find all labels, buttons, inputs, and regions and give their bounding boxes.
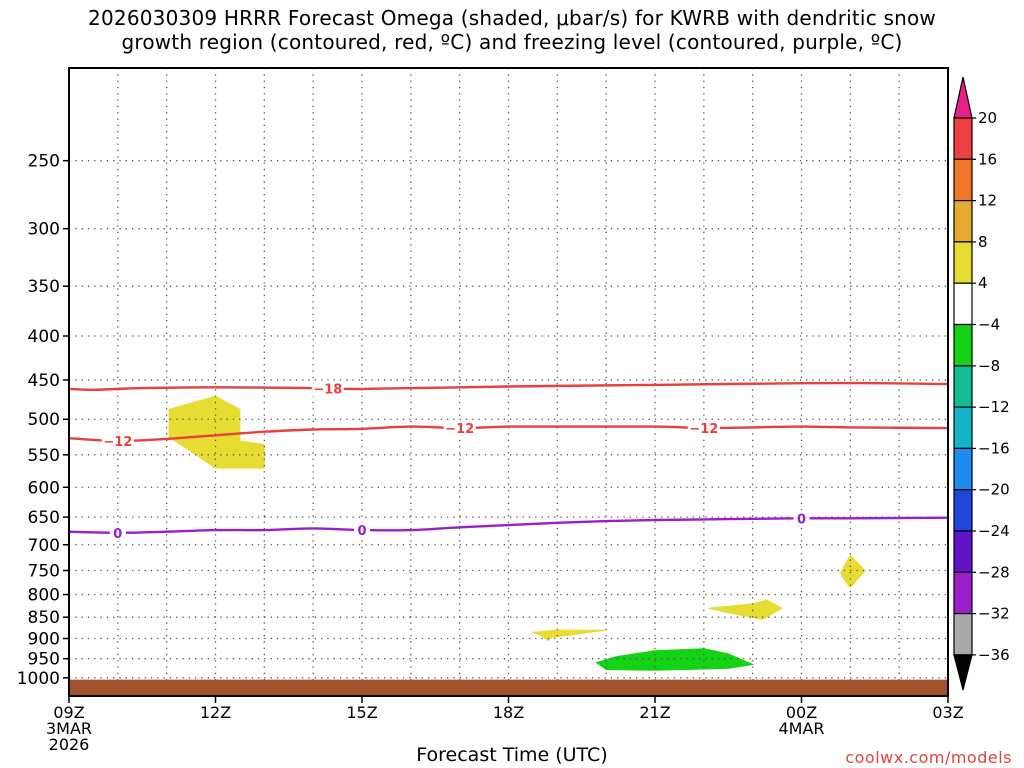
contour-label-bg: [443, 420, 476, 437]
chart-title-line-2: growth region (contoured, red, ºC) and f…: [121, 30, 903, 54]
colorbar-label-9: −20: [978, 481, 1010, 499]
contour-label-bg: [101, 432, 134, 449]
chart-title: 2026030309 HRRR Forecast Omega (shaded, …: [0, 6, 1024, 54]
x-tick-label-0: 09Z 3MAR 2026: [46, 703, 92, 754]
y-tick-label-700: 700: [28, 536, 60, 556]
colorbar-segment-2: [953, 200, 973, 243]
colorbar-label-1: 16: [978, 150, 997, 168]
colorbar-label-4: 4: [978, 274, 988, 292]
y-tick-label-950: 950: [28, 650, 60, 670]
colorbar-segment-5: [953, 323, 973, 367]
colorbar-label-10: −24: [978, 522, 1010, 540]
y-tick-label-750: 750: [28, 561, 60, 581]
ground-surface: [69, 679, 948, 696]
y-tick-label-800: 800: [28, 586, 60, 606]
colorbar-segment-8: [953, 447, 973, 491]
x-axis-title: Forecast Time (UTC): [416, 744, 608, 766]
x-tick-label-1: 12Z: [200, 703, 231, 722]
contour-label--18-0: −18: [313, 382, 342, 397]
contour-label-0-1: 0: [357, 524, 366, 539]
y-tick-label-900: 900: [28, 629, 60, 649]
contour-label-bg: [109, 524, 126, 541]
y-tick-label-1000: 1000: [17, 669, 60, 689]
y-tick-label-650: 650: [28, 508, 60, 528]
contour-label-bg: [687, 420, 720, 437]
colorbar-label-7: −12: [978, 398, 1010, 416]
y-tick-label-300: 300: [28, 220, 60, 240]
contour-layer: −18 −12 −12 −12 0 0 0: [68, 380, 949, 542]
colorbar-label-8: −16: [978, 439, 1010, 457]
y-axis: 2503003504004505005506006507007508008509…: [17, 152, 69, 689]
contour-label-bg: [793, 510, 810, 527]
colorbar-label-2: 12: [978, 192, 997, 210]
x-axis: 09Z 3MAR 2026 12Z 15Z 18Z 21Z 00Z 4MAR 03Z: [46, 696, 964, 754]
colorbar-segment-0: [953, 117, 973, 160]
omega-region-2: [708, 599, 784, 620]
colorbar-label-11: −28: [978, 563, 1010, 581]
x-tick-label-4: 21Z: [639, 703, 670, 722]
contour-label-0-0: 0: [113, 527, 122, 542]
contour-label-0-2: 0: [797, 512, 806, 527]
colorbar-segment-12: [953, 612, 973, 656]
x-tick-label-5: 00Z 4MAR: [778, 703, 824, 738]
colorbar-label-6: −8: [978, 357, 1000, 375]
chart-title-line-1: 2026030309 HRRR Forecast Omega (shaded, …: [88, 6, 936, 30]
colorbar: 20 16 12 8 4 −4 −8 −12 −16 −20 −24 −28 −32 −36: [953, 76, 1010, 691]
contour-label-bg: [354, 522, 370, 539]
contour-label--12-1: −12: [445, 422, 474, 437]
contour-label-bg: [311, 380, 344, 397]
contour-line--18-0: [68, 381, 949, 392]
x-tick-label-6: 03Z: [932, 703, 963, 722]
y-tick-label-600: 600: [28, 478, 60, 498]
y-tick-label-400: 400: [28, 327, 60, 347]
omega-region-3: [840, 554, 866, 589]
omega-region-1: [532, 629, 607, 642]
omega-shading-layer: [168, 395, 866, 671]
colorbar-segment-6: [953, 365, 973, 408]
contour-line-0-2: [68, 516, 949, 535]
colorbar-bottom-triangle: [953, 654, 973, 691]
colorbar-segment-1: [953, 158, 973, 202]
colorbar-segment-4: [953, 282, 973, 326]
colorbar-segment-9: [953, 489, 973, 532]
y-tick-label-250: 250: [28, 152, 60, 172]
colorbar-label-0: 20: [978, 109, 997, 127]
colorbar-label-3: 8: [978, 233, 988, 251]
y-tick-label-550: 550: [28, 446, 60, 466]
colorbar-segment-11: [953, 571, 973, 615]
omega-region-0: [168, 395, 265, 469]
x-tick-label-2: 15Z: [346, 703, 377, 722]
y-tick-label-500: 500: [28, 410, 60, 430]
y-tick-label-450: 450: [28, 371, 60, 391]
ground-layer: [69, 679, 948, 696]
contour-label--12-2: −12: [689, 422, 718, 437]
colorbar-segment-10: [953, 530, 973, 573]
site-credit: coolwx.com/models: [845, 748, 1012, 767]
colorbar-label-5: −4: [978, 316, 1000, 334]
y-tick-label-350: 350: [28, 277, 60, 297]
omega-region-4: [595, 648, 755, 671]
colorbar-label-12: −32: [978, 605, 1010, 623]
contour-label--12-0: −12: [103, 435, 132, 450]
colorbar-segment-7: [953, 406, 973, 450]
x-tick-label-3: 18Z: [493, 703, 524, 722]
colorbar-top-triangle: [953, 76, 973, 119]
y-tick-label-850: 850: [28, 608, 60, 628]
colorbar-label-13: −36: [978, 646, 1010, 664]
colorbar-segment-3: [953, 241, 973, 284]
